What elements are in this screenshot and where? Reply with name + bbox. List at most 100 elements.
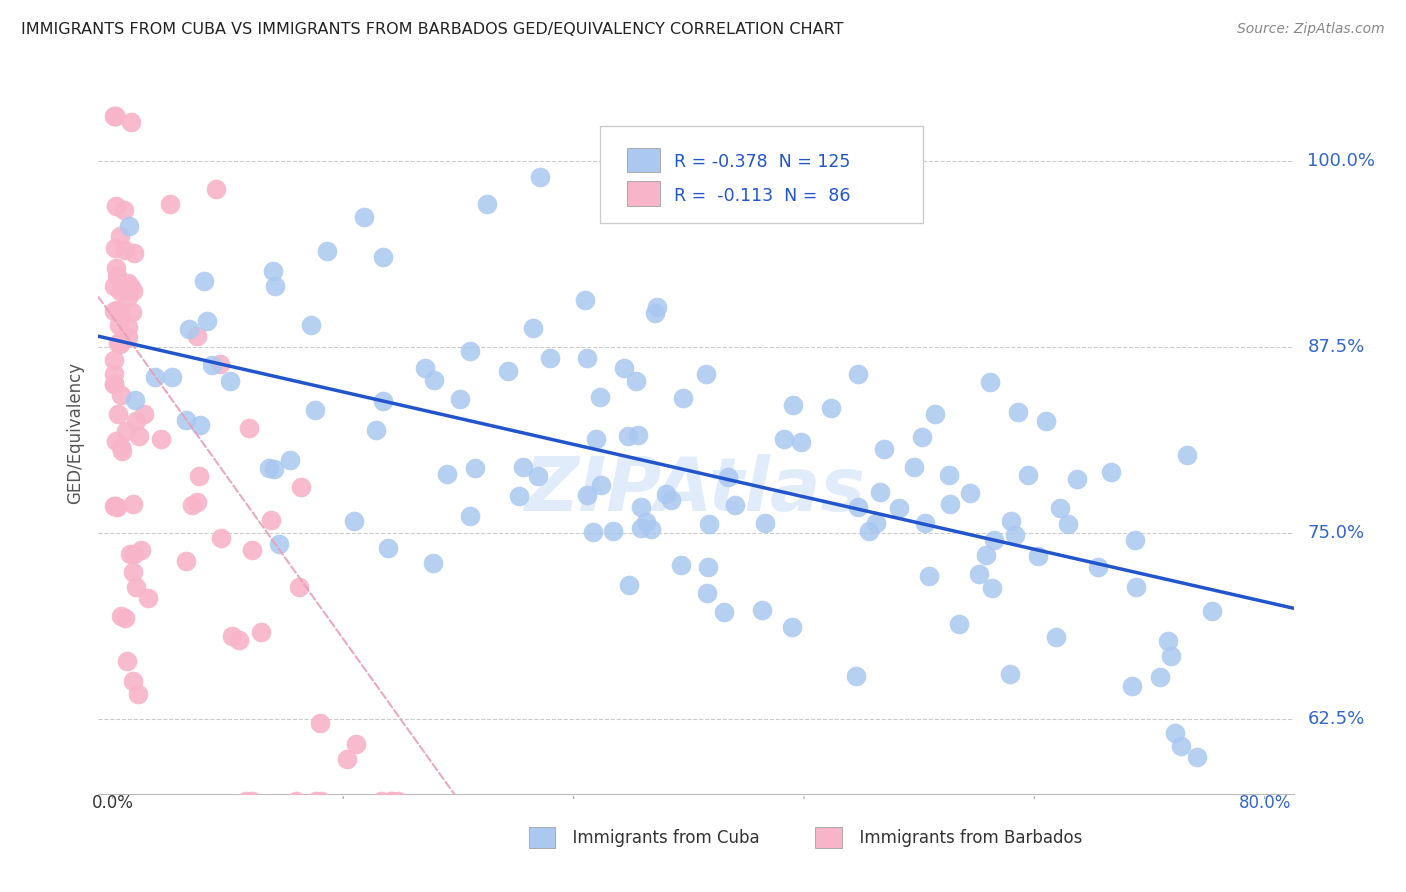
- Point: [177, 322, 200, 336]
- Point: [114, 424, 136, 438]
- Point: [630, 521, 652, 535]
- Point: [846, 368, 869, 382]
- Point: [262, 264, 284, 278]
- Point: [773, 432, 796, 446]
- Point: [124, 392, 146, 407]
- Point: [790, 435, 813, 450]
- Point: [1125, 580, 1147, 594]
- Point: [122, 285, 145, 299]
- Point: [371, 393, 394, 408]
- Point: [1170, 739, 1192, 754]
- Point: [959, 486, 981, 500]
- Text: 87.5%: 87.5%: [1308, 338, 1365, 356]
- Point: [724, 498, 747, 512]
- Point: [259, 461, 281, 475]
- Point: [159, 197, 181, 211]
- Point: [1049, 500, 1071, 515]
- Point: [218, 374, 240, 388]
- Point: [508, 489, 530, 503]
- Point: [263, 279, 285, 293]
- Point: [305, 794, 328, 808]
- Point: [117, 276, 139, 290]
- Point: [110, 337, 132, 351]
- Point: [380, 794, 402, 808]
- Point: [645, 300, 668, 314]
- Point: [260, 513, 283, 527]
- Point: [104, 434, 127, 449]
- Point: [979, 375, 1001, 389]
- Text: IMMIGRANTS FROM CUBA VS IMMIGRANTS FROM BARBADOS GED/EQUIVALENCY CORRELATION CHA: IMMIGRANTS FROM CUBA VS IMMIGRANTS FROM …: [21, 22, 844, 37]
- Point: [644, 306, 666, 320]
- Point: [782, 398, 804, 412]
- Point: [122, 547, 145, 561]
- Point: [103, 377, 125, 392]
- Point: [458, 343, 481, 358]
- Point: [449, 392, 471, 407]
- Point: [423, 373, 446, 387]
- Point: [371, 251, 394, 265]
- Point: [174, 412, 197, 426]
- Point: [436, 467, 458, 482]
- Point: [381, 794, 404, 808]
- Point: [576, 488, 599, 502]
- Point: [914, 516, 936, 530]
- Point: [619, 577, 641, 591]
- Point: [110, 609, 132, 624]
- Point: [903, 459, 925, 474]
- Text: Immigrants from Barbados: Immigrants from Barbados: [849, 829, 1083, 847]
- Bar: [627, 181, 661, 206]
- Point: [918, 568, 941, 582]
- Point: [576, 351, 599, 365]
- Point: [209, 532, 232, 546]
- Point: [121, 304, 143, 318]
- Point: [522, 321, 544, 335]
- Text: ZIPAtlas: ZIPAtlas: [526, 454, 866, 527]
- Point: [186, 329, 208, 343]
- Point: [299, 318, 322, 332]
- Bar: [529, 828, 555, 848]
- Point: [103, 352, 125, 367]
- Point: [336, 752, 359, 766]
- Point: [288, 580, 311, 594]
- Point: [117, 654, 139, 668]
- Point: [110, 440, 132, 454]
- Point: [316, 244, 339, 259]
- Point: [181, 498, 204, 512]
- Text: 80.0%: 80.0%: [1239, 794, 1291, 812]
- Point: [1045, 630, 1067, 644]
- Point: [496, 364, 519, 378]
- Point: [118, 547, 141, 561]
- Point: [1157, 634, 1180, 648]
- Point: [983, 533, 1005, 547]
- Point: [120, 279, 142, 293]
- Point: [696, 559, 718, 574]
- Point: [634, 515, 657, 529]
- Bar: [627, 147, 661, 172]
- Point: [589, 390, 612, 404]
- Point: [869, 485, 891, 500]
- Point: [125, 414, 148, 428]
- Text: 62.5%: 62.5%: [1308, 710, 1365, 729]
- Point: [574, 293, 596, 307]
- Point: [150, 433, 173, 447]
- Point: [1087, 560, 1109, 574]
- Text: 75.0%: 75.0%: [1308, 524, 1365, 542]
- Point: [117, 330, 139, 344]
- Point: [110, 229, 132, 244]
- Point: [1000, 514, 1022, 528]
- Point: [591, 477, 613, 491]
- Point: [103, 367, 125, 381]
- Point: [858, 524, 880, 538]
- Point: [640, 522, 662, 536]
- Point: [613, 361, 636, 376]
- Point: [127, 687, 149, 701]
- Point: [201, 358, 224, 372]
- Point: [422, 556, 444, 570]
- Point: [280, 453, 302, 467]
- Y-axis label: GED/Equivalency: GED/Equivalency: [66, 361, 84, 504]
- Point: [659, 492, 682, 507]
- Point: [671, 558, 693, 573]
- Point: [114, 611, 136, 625]
- Point: [780, 620, 803, 634]
- Point: [343, 514, 366, 528]
